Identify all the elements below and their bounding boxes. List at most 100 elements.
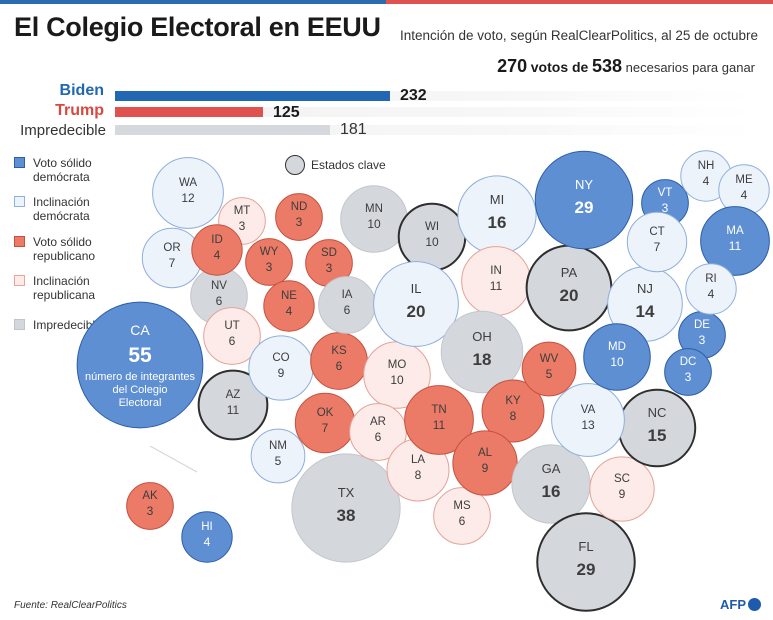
afp-logo: AFP xyxy=(720,597,761,612)
bar-track-biden xyxy=(115,91,753,101)
state-bubble-ky: KY 8 xyxy=(481,379,545,443)
state-votes-tx: 38 xyxy=(337,506,356,525)
state-votes-ct: 7 xyxy=(654,240,661,254)
state-votes-ut: 6 xyxy=(229,334,236,348)
state-bubble-fl: FL 29 xyxy=(536,512,636,612)
state-votes-nd: 3 xyxy=(296,215,303,229)
state-name-ny: NY xyxy=(575,177,593,192)
votes-word: votos de xyxy=(530,59,589,75)
state-circle-ky xyxy=(481,379,545,443)
legend-label-lean-rep: Inclinación republicana xyxy=(33,274,96,302)
bar-tossup xyxy=(115,125,330,135)
state-votes-md: 10 xyxy=(610,355,624,369)
state-circle-wy xyxy=(245,238,293,286)
state-bubble-ms: MS 6 xyxy=(433,487,491,545)
ca-note-line: Electoral xyxy=(119,397,162,409)
top-accent-red xyxy=(386,0,773,4)
state-name-pa: PA xyxy=(561,265,578,280)
state-circle-nd xyxy=(275,193,323,241)
state-votes-fl: 29 xyxy=(577,560,596,579)
state-votes-tn: 11 xyxy=(433,418,446,432)
state-votes-sc: 9 xyxy=(619,487,626,501)
state-bubble-de: DE 3 xyxy=(678,311,726,359)
source-note: Fuente: RealClearPolitics xyxy=(14,600,127,611)
legend-label-solid-rep: Voto sólido republicano xyxy=(33,235,96,263)
state-votes-oh: 18 xyxy=(473,350,492,369)
key-states-label: Estados clave xyxy=(311,158,386,172)
state-bubble-ia: IA 6 xyxy=(318,276,376,334)
value-trump: 125 xyxy=(273,104,300,121)
state-name-or: OR xyxy=(163,242,180,254)
state-votes-or: 7 xyxy=(169,256,176,270)
state-bubble-oh: OH 18 xyxy=(440,310,524,394)
state-votes-pa: 20 xyxy=(560,286,579,305)
state-votes-dc: 3 xyxy=(685,370,692,384)
state-name-ut: UT xyxy=(224,320,239,332)
state-bubble-ri: RI 4 xyxy=(685,263,737,315)
ca-note-line: número de integrantes xyxy=(85,371,196,383)
state-bubble-az: AZ 11 xyxy=(197,369,269,441)
state-name-ms: MS xyxy=(453,500,471,512)
legend-swatch-solid-dem xyxy=(14,157,25,168)
votes-needed-suffix: necesarios para ganar xyxy=(625,60,755,75)
state-name-co: CO xyxy=(272,352,289,364)
state-votes-ar: 6 xyxy=(375,430,382,444)
state-votes-ri: 4 xyxy=(708,287,715,301)
state-bubble-ks: KS 6 xyxy=(310,332,368,390)
bar-track-tossup xyxy=(115,125,753,135)
state-circle-wv xyxy=(521,341,577,397)
state-votes-va: 13 xyxy=(581,418,595,432)
state-name-il: IL xyxy=(411,281,422,296)
state-circle-ct xyxy=(626,211,688,273)
state-name-md: MD xyxy=(608,341,626,353)
state-votes-ca: 55 xyxy=(128,344,152,367)
state-bubble-ak: AK 3 xyxy=(126,482,174,530)
legend-lean-rep: Inclinación republicana xyxy=(14,274,120,302)
state-name-ne: NE xyxy=(281,290,297,302)
state-name-ga: GA xyxy=(542,461,561,476)
state-bubble-nd: ND 3 xyxy=(275,193,323,241)
state-bubble-wi: WI 10 xyxy=(397,202,467,272)
key-states-marker xyxy=(285,155,305,175)
legend-swatch-tossup xyxy=(14,319,25,330)
state-circle-ny xyxy=(534,150,634,250)
state-circle-ma xyxy=(700,206,770,276)
chart-subtitle: Intención de voto, según RealClearPoliti… xyxy=(400,28,758,43)
state-name-wy: WY xyxy=(260,246,279,258)
state-bubble-md: MD 10 xyxy=(583,323,651,391)
candidate-tossup-label: Impredecible xyxy=(20,122,106,139)
state-votes-al: 9 xyxy=(482,461,489,475)
state-bubble-va: VA 13 xyxy=(551,383,625,457)
state-votes-in: 11 xyxy=(490,279,503,293)
state-bubble-sd: SD 3 xyxy=(305,239,353,287)
state-bubble-la: LA 8 xyxy=(386,438,450,502)
legend-lean-dem: Inclinación demócrata xyxy=(14,195,114,223)
state-votes-nm: 5 xyxy=(275,454,282,468)
state-bubble-in: IN 11 xyxy=(461,246,531,316)
state-circle-al xyxy=(452,430,518,496)
legend-tossup: Impredecible xyxy=(14,318,102,332)
state-name-nc: NC xyxy=(648,405,667,420)
value-biden: 232 xyxy=(400,87,427,104)
chart-title: El Colegio Electoral en EEUU xyxy=(14,12,381,42)
state-bubble-ga: GA 16 xyxy=(511,444,591,524)
state-circle-md xyxy=(583,323,651,391)
state-bubble-ma: MA 11 xyxy=(700,206,770,276)
state-name-oh: OH xyxy=(472,329,492,344)
state-name-tx: TX xyxy=(338,485,355,500)
state-name-nh: NH xyxy=(698,160,715,172)
state-name-vt: VT xyxy=(658,187,673,199)
state-circle-ut xyxy=(203,307,261,365)
state-circle-id xyxy=(191,224,243,276)
state-bubble-ok: OK 7 xyxy=(294,392,356,454)
state-votes-wv: 5 xyxy=(546,367,553,381)
state-bubble-ut: UT 6 xyxy=(203,307,261,365)
state-name-sd: SD xyxy=(321,247,337,259)
afp-logo-dot xyxy=(748,598,761,611)
candidate-biden-label: Biden xyxy=(59,82,104,99)
state-name-de: DE xyxy=(694,319,710,331)
state-name-tn: TN xyxy=(431,404,446,416)
state-name-mt: MT xyxy=(234,205,251,217)
state-bubble-mi: MI 16 xyxy=(457,175,537,255)
